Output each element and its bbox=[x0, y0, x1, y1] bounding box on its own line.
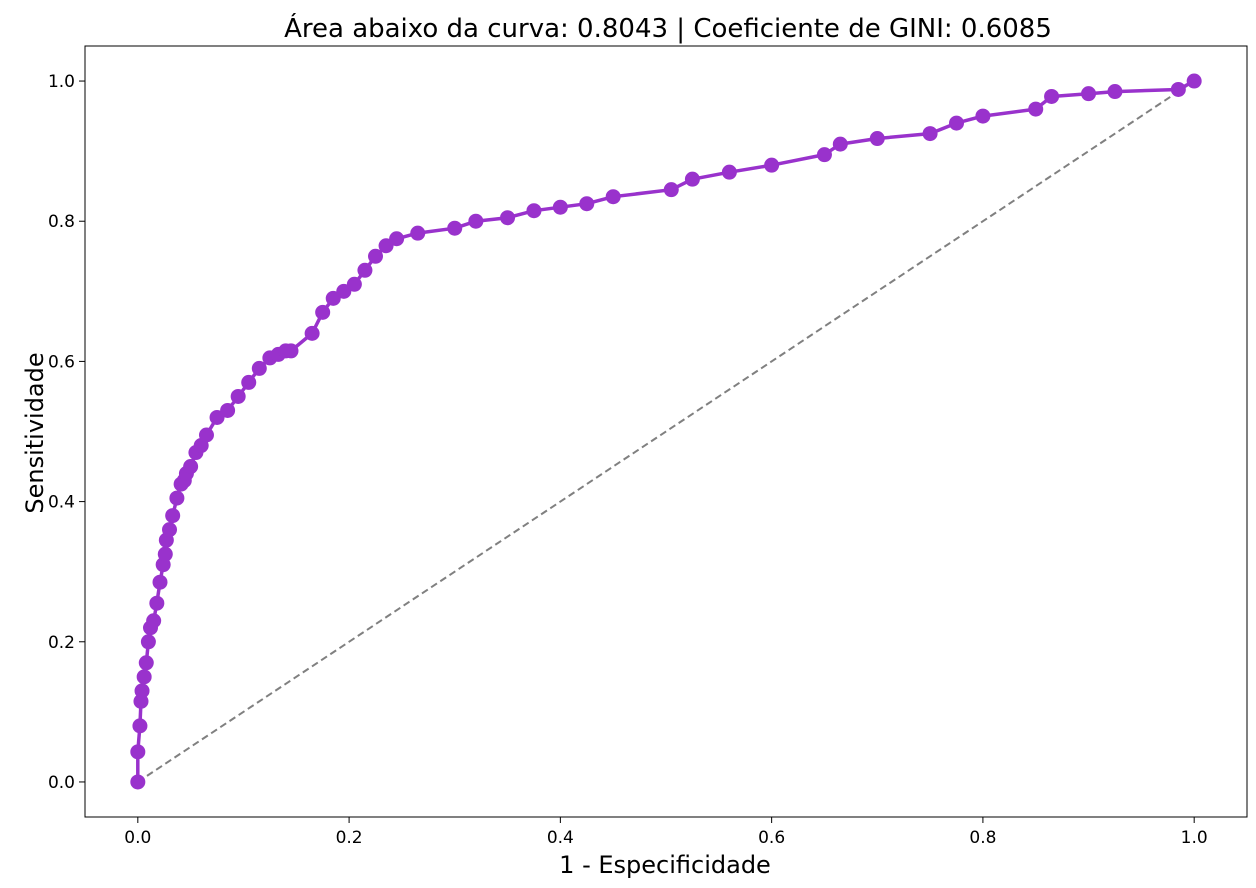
y-tick-label: 1.0 bbox=[48, 72, 75, 92]
roc-point bbox=[975, 108, 991, 124]
y-tick-label: 0.8 bbox=[48, 212, 75, 232]
roc-point bbox=[410, 225, 426, 241]
roc-point bbox=[152, 574, 168, 590]
roc-point bbox=[357, 262, 373, 278]
roc-point bbox=[251, 360, 267, 376]
roc-point bbox=[721, 164, 737, 180]
roc-point bbox=[447, 220, 463, 236]
roc-point bbox=[1186, 73, 1202, 89]
x-tick-label: 1.0 bbox=[1181, 828, 1208, 848]
plot-area bbox=[130, 73, 1202, 790]
x-tick-label: 0.8 bbox=[969, 828, 996, 848]
roc-point bbox=[198, 427, 214, 443]
roc-point bbox=[157, 546, 173, 562]
roc-point bbox=[605, 189, 621, 205]
x-tick-label: 0.6 bbox=[758, 828, 785, 848]
roc-point bbox=[304, 325, 320, 341]
x-tick-label: 0.2 bbox=[336, 828, 363, 848]
roc-point bbox=[209, 409, 225, 425]
reference-diagonal-line bbox=[137, 80, 1195, 783]
x-tick-label: 0.4 bbox=[547, 828, 574, 848]
y-tick-label: 0.4 bbox=[48, 493, 75, 513]
roc-point bbox=[169, 490, 185, 506]
roc-point bbox=[389, 231, 405, 247]
roc-point bbox=[283, 343, 299, 359]
roc-point bbox=[1044, 88, 1060, 104]
roc-point bbox=[136, 669, 152, 685]
roc-point bbox=[378, 238, 394, 254]
roc-point bbox=[230, 388, 246, 404]
roc-point bbox=[130, 744, 146, 760]
roc-point bbox=[526, 203, 542, 219]
chart-title: Área abaixo da curva: 0.8043 | Coeficien… bbox=[284, 12, 1052, 44]
plot-frame bbox=[84, 45, 1248, 818]
roc-point bbox=[183, 459, 199, 475]
roc-point bbox=[1107, 84, 1123, 100]
axis-ticks: 0.0 0.2 0.4 0.6 0.8 1.0 0.0 0.2 0.4 0.6 0.8 1.0 bbox=[48, 72, 1208, 848]
roc-point bbox=[241, 374, 257, 390]
roc-point bbox=[816, 147, 832, 163]
roc-point bbox=[468, 213, 484, 229]
roc-point bbox=[552, 199, 568, 215]
y-tick-label: 0.0 bbox=[48, 773, 75, 793]
roc-point bbox=[149, 595, 165, 611]
roc-point bbox=[325, 290, 341, 306]
roc-point bbox=[368, 248, 383, 264]
roc-point bbox=[1170, 81, 1186, 97]
roc-point bbox=[684, 171, 700, 187]
roc-point bbox=[832, 136, 848, 152]
roc-point bbox=[134, 683, 150, 699]
roc-point bbox=[922, 126, 938, 142]
roc-point bbox=[138, 655, 154, 671]
roc-point bbox=[130, 774, 146, 790]
roc-point bbox=[579, 196, 595, 212]
roc-point bbox=[132, 718, 148, 734]
roc-point bbox=[764, 157, 780, 173]
roc-point bbox=[500, 210, 516, 226]
roc-point bbox=[165, 508, 181, 524]
y-tick-label: 0.2 bbox=[48, 633, 75, 653]
x-tick-label: 0.0 bbox=[124, 828, 151, 848]
roc-point bbox=[869, 131, 885, 147]
roc-point bbox=[140, 634, 156, 650]
roc-point bbox=[1028, 101, 1044, 117]
roc-point bbox=[162, 522, 178, 538]
roc-point bbox=[336, 283, 352, 299]
roc-point bbox=[949, 115, 964, 131]
y-axis-label: Sensitividade bbox=[21, 352, 49, 513]
roc-point bbox=[315, 304, 331, 320]
roc-point bbox=[663, 182, 679, 198]
roc-point bbox=[346, 276, 362, 292]
roc-point bbox=[1081, 86, 1097, 102]
y-tick-label: 0.6 bbox=[48, 352, 75, 372]
roc-point bbox=[220, 402, 236, 418]
roc-point bbox=[146, 613, 162, 629]
x-axis-label: 1 - Especificidade bbox=[559, 851, 771, 879]
